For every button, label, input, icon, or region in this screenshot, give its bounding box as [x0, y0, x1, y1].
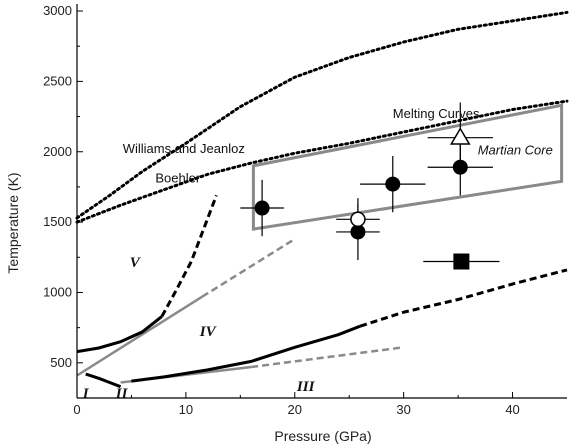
phase-label: V	[130, 255, 142, 271]
axes: 0 10 20 30 40 500 1000 1500 2000 2500 3000	[43, 3, 567, 417]
annotation-label: Williams and Jeanloz	[123, 141, 245, 156]
phase-boundary	[76, 315, 163, 354]
phase-boundary-gray	[76, 295, 203, 377]
y-tick-label: 2500	[43, 73, 72, 88]
x-tick-label: 20	[288, 402, 302, 417]
y-tick-label: 1500	[43, 214, 72, 229]
y-tick-label: 2000	[43, 144, 72, 159]
data-point-filled-circle	[254, 200, 270, 216]
melting-curve	[75, 99, 569, 224]
data-point-open-circle	[350, 211, 366, 228]
x-tick-label: 10	[179, 402, 193, 417]
phase-label: II	[115, 386, 129, 402]
phase-boundary-gray	[251, 346, 404, 369]
phase-boundary	[131, 324, 361, 383]
phase-boundary-gray	[201, 237, 296, 298]
annotation-label: Martian Core	[478, 143, 553, 158]
y-axis-title: Temperature (K)	[5, 172, 21, 273]
x-tick-label: 0	[73, 402, 80, 417]
x-tick-label: 40	[505, 402, 519, 417]
x-axis-title: Pressure (GPa)	[274, 428, 371, 444]
martian-core-region	[251, 103, 564, 231]
phase-label: III	[296, 379, 316, 395]
data-point-open-triangle	[449, 127, 471, 145]
phase-label: IV	[199, 324, 218, 340]
phase-boundary	[359, 268, 568, 328]
y-tick-label: 3000	[43, 3, 72, 18]
melting-curve	[75, 10, 569, 220]
phase-boundary	[85, 372, 122, 389]
y-tick-label: 500	[50, 355, 72, 370]
y-tick-label: 1000	[43, 284, 72, 299]
annotation-label: Boehler	[155, 171, 200, 186]
annotation-label: Melting Curves	[393, 106, 480, 121]
phase-boundary	[160, 194, 218, 318]
x-tick-label: 30	[396, 402, 410, 417]
data-point-filled-square	[453, 253, 470, 270]
plot-area: Melting Curves Williams and Jeanloz Boehle…	[75, 10, 569, 402]
data-point-filled-circle	[385, 176, 401, 192]
phase-label: I	[82, 386, 90, 402]
